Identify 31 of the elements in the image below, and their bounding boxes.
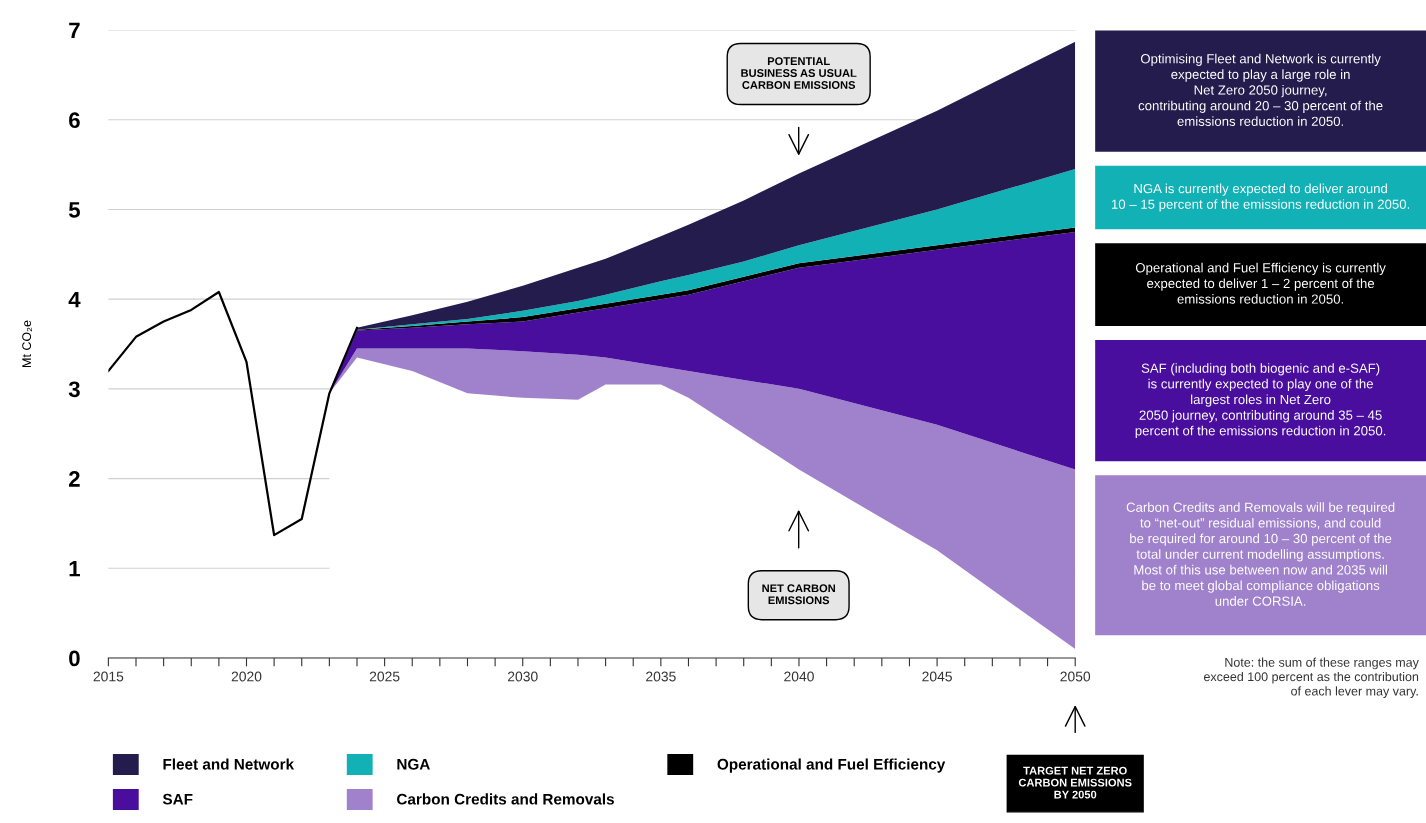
text: Note: the sum of these ranges may exceed 100 percent as the contribution of each lever may vary. <box>1203 657 1419 698</box>
x-tick-label: 2030 <box>507 671 538 682</box>
y-tick-label: 1 <box>69 561 80 577</box>
x-tick-label: 2035 <box>646 671 676 682</box>
y-tick-label: 5 <box>68 202 80 218</box>
x-tick-label: 2045 <box>922 671 952 682</box>
text: TARGET NET ZERO CARBON EMISSIONS BY 2050 <box>1018 766 1132 799</box>
x-tick-label: 2050 <box>1060 671 1091 682</box>
x-tick-label: 2015 <box>93 671 124 682</box>
y-tick-label: 7 <box>69 22 80 39</box>
legend-label: SAF <box>162 793 193 805</box>
legend-label: Operational and Fuel Efficiency <box>717 758 946 773</box>
legend-label: NGA <box>397 758 430 770</box>
y-tick-label: 0 <box>69 650 80 667</box>
text: Operational and Fuel Efficiency is currently expected to deliver 1 – 2 percent of the emissions reduction in 2050. <box>1135 262 1386 304</box>
y-tick-label: 6 <box>69 112 80 129</box>
x-tick-label: 2020 <box>231 671 262 682</box>
text: NGA is currently expected to deliver around 10 – 15 percent of the emissions reduction in 2050. <box>1111 183 1410 212</box>
y-tick-label: 2 <box>69 471 80 487</box>
x-tick-label: 2025 <box>369 671 400 682</box>
y-tick-label: 4 <box>68 291 81 308</box>
y-axis-title: Mt CO₂e <box>22 320 32 367</box>
legend-label: Carbon Credits and Removals <box>397 793 614 805</box>
text: Carbon Credits and Removals will be required to “net-out” residual emissions, and could be required for around 10 – 30 percent of the total under current modelling assumptions. Most of this use between now and 2035 will be to meet global compliance obligations under CORSIA. <box>1126 502 1395 606</box>
legend-label: Fleet and Network <box>163 758 295 770</box>
y-tick-label: 3 <box>68 381 80 398</box>
text: Optimising Fleet and Network is currently expected to play a large role in Net Zero 2050 journey, contributing around 20 – 30 percent of the emissions reduction in 2050. <box>1138 53 1383 126</box>
annotation: POTENTIAL BUSINESS AS USUAL CARBON EMISSIONS <box>741 57 857 89</box>
x-tick-label: 2040 <box>784 671 814 682</box>
annotation: NET CARBON EMISSIONS <box>762 584 835 605</box>
text: SAF (including both biogenic and e-SAF) is currently expected to play one of the largest roles in Net Zero 2050 journey, contributing around 35 – 45 percent of the emissions reduction in 2050. <box>1135 363 1386 439</box>
